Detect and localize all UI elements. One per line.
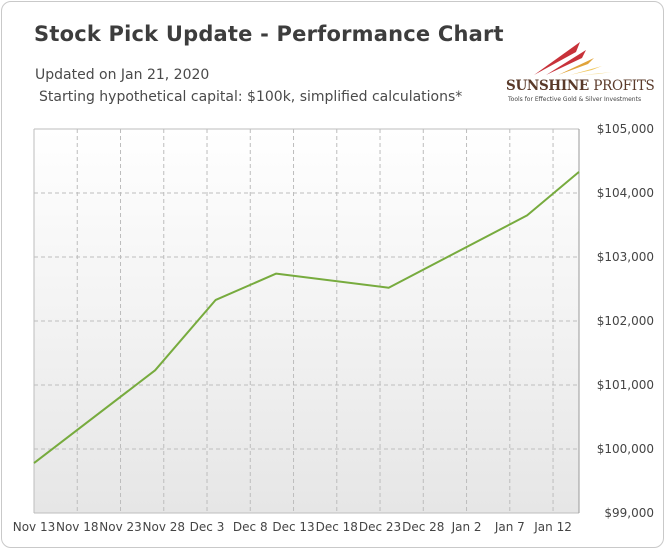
y-tick-label: $104,000 (597, 186, 654, 200)
x-tick-label: Nov 18 (56, 520, 99, 534)
y-tick-label: $105,000 (597, 122, 654, 136)
logo-sunrays-icon (534, 42, 612, 75)
x-tick-label: Nov 28 (143, 520, 186, 534)
sunshine-profits-logo: SUNSHINE PROFITS Tools for Effective Gol… (502, 30, 655, 110)
y-tick-label: $102,000 (597, 314, 654, 328)
x-tick-label: Dec 13 (272, 520, 314, 534)
x-tick-label: Dec 3 (190, 520, 225, 534)
y-axis-tick-labels: $99,000 $100,000 $101,000 $102,000 $103,000 $… (597, 122, 654, 520)
x-tick-label: Dec 28 (402, 520, 444, 534)
y-tick-label: $99,000 (604, 506, 654, 520)
portfolio-value-line (33, 171, 580, 464)
series-layer (33, 171, 580, 464)
y-tick-label: $101,000 (597, 378, 654, 392)
x-tick-label: Jan 12 (533, 520, 572, 534)
x-tick-label: Jan 7 (494, 520, 525, 534)
x-tick-label: Nov 23 (99, 520, 142, 534)
capital-note: Starting hypothetical capital: $100k, si… (39, 89, 463, 105)
x-axis-tick-labels: Nov 13 Nov 18 Nov 23 Nov 28 Dec 3 Dec 8 Dec 13… (13, 520, 572, 534)
x-tick-label: Nov 13 (13, 520, 56, 534)
updated-date: Updated on Jan 21, 2020 (35, 67, 210, 83)
x-tick-label: Jan 2 (451, 520, 482, 534)
y-tick-label: $100,000 (597, 442, 654, 456)
x-tick-label: Dec 18 (316, 520, 358, 534)
gridlines (33, 128, 580, 514)
plot-area (34, 129, 579, 513)
x-tick-label: Dec 8 (233, 520, 268, 534)
chart-title: Stock Pick Update - Performance Chart (34, 22, 504, 46)
x-tick-label: Dec 23 (359, 520, 401, 534)
y-tick-label: $103,000 (597, 250, 654, 264)
logo-wordmark: SUNSHINE PROFITS (506, 78, 655, 94)
logo-tagline: Tools for Effective Gold & Silver Invest… (508, 96, 642, 103)
